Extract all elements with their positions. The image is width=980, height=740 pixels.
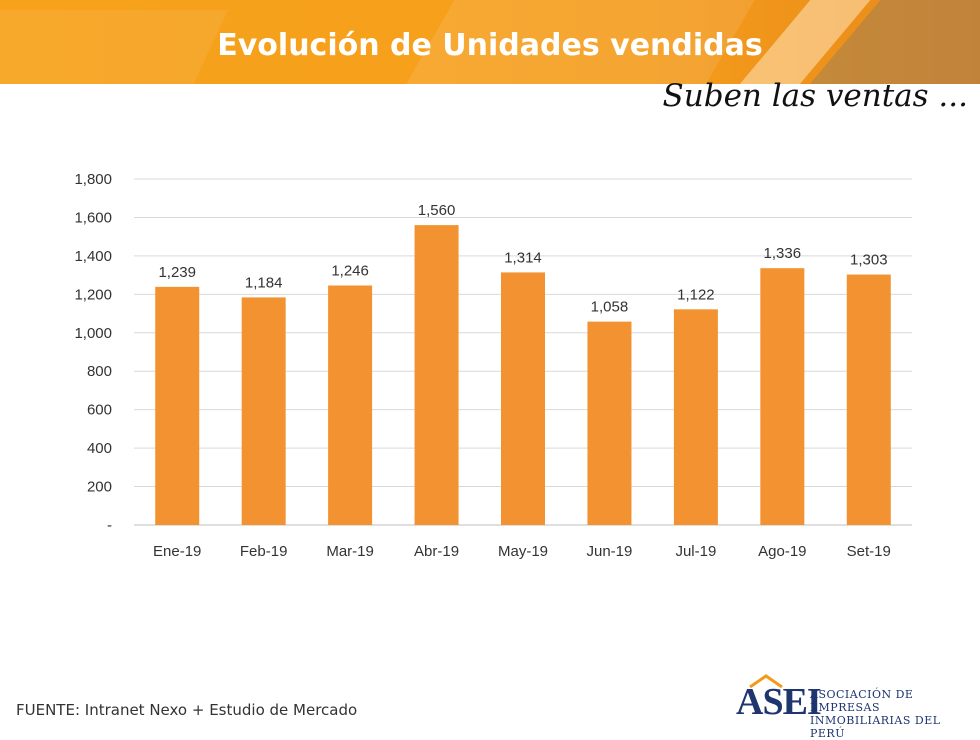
y-tick-label: 1,400 xyxy=(74,248,112,265)
chart-title: Evolución de Unidades vendidas xyxy=(217,28,763,63)
bar xyxy=(241,297,286,525)
y-tick-label: 1,600 xyxy=(74,209,112,226)
bar xyxy=(501,272,545,525)
bar xyxy=(846,274,891,525)
bar xyxy=(760,268,805,525)
x-tick-label: Set-19 xyxy=(847,543,891,560)
data-label: 1,560 xyxy=(418,202,456,219)
roof-icon xyxy=(749,674,783,688)
data-label: 1,303 xyxy=(850,252,888,269)
bar xyxy=(673,309,718,525)
x-tick-label: Ago-19 xyxy=(758,543,806,560)
data-label: 1,058 xyxy=(591,299,629,316)
source-note: FUENTE: Intranet Nexo + Estudio de Merca… xyxy=(16,701,358,719)
logo-text: ASOCIACIÓN DE EMPRESAS INMOBILIARIAS DEL… xyxy=(810,688,972,740)
asei-logo: ASEI ASOCIACIÓN DE EMPRESAS INMOBILIARIA… xyxy=(736,674,972,740)
x-tick-label: Jun-19 xyxy=(587,543,633,560)
chart-subtitle: Suben las ventas ... xyxy=(662,78,968,114)
header-banner xyxy=(0,0,980,84)
data-label: 1,184 xyxy=(245,274,283,291)
x-tick-label: May-19 xyxy=(498,543,548,560)
y-tick-label: 600 xyxy=(87,402,112,419)
y-tick-label: 1,800 xyxy=(74,171,112,188)
y-tick-label: - xyxy=(107,517,112,534)
data-label: 1,239 xyxy=(158,264,196,281)
x-tick-label: Jul-19 xyxy=(675,543,716,560)
x-tick-label: Feb-19 xyxy=(240,543,288,560)
x-tick-label: Mar-19 xyxy=(326,543,374,560)
y-tick-label: 400 xyxy=(87,440,112,457)
logo-line-1: ASOCIACIÓN DE EMPRESAS xyxy=(810,688,914,714)
bar xyxy=(587,321,632,525)
y-tick-label: 800 xyxy=(87,363,112,380)
bar xyxy=(328,285,373,525)
bar xyxy=(414,225,459,525)
y-tick-label: 1,000 xyxy=(74,325,112,342)
logo-mark: ASEI xyxy=(736,681,822,723)
x-tick-label: Abr-19 xyxy=(414,543,459,560)
y-tick-label: 1,200 xyxy=(74,286,112,303)
logo-line-2: INMOBILIARIAS DEL PERÚ xyxy=(810,714,941,740)
data-label: 1,246 xyxy=(331,262,369,279)
data-label: 1,122 xyxy=(677,286,715,303)
y-tick-label: 200 xyxy=(87,479,112,496)
x-tick-label: Ene-19 xyxy=(153,543,201,560)
data-label: 1,314 xyxy=(504,249,542,266)
data-label: 1,336 xyxy=(764,245,802,262)
bar xyxy=(155,286,200,525)
